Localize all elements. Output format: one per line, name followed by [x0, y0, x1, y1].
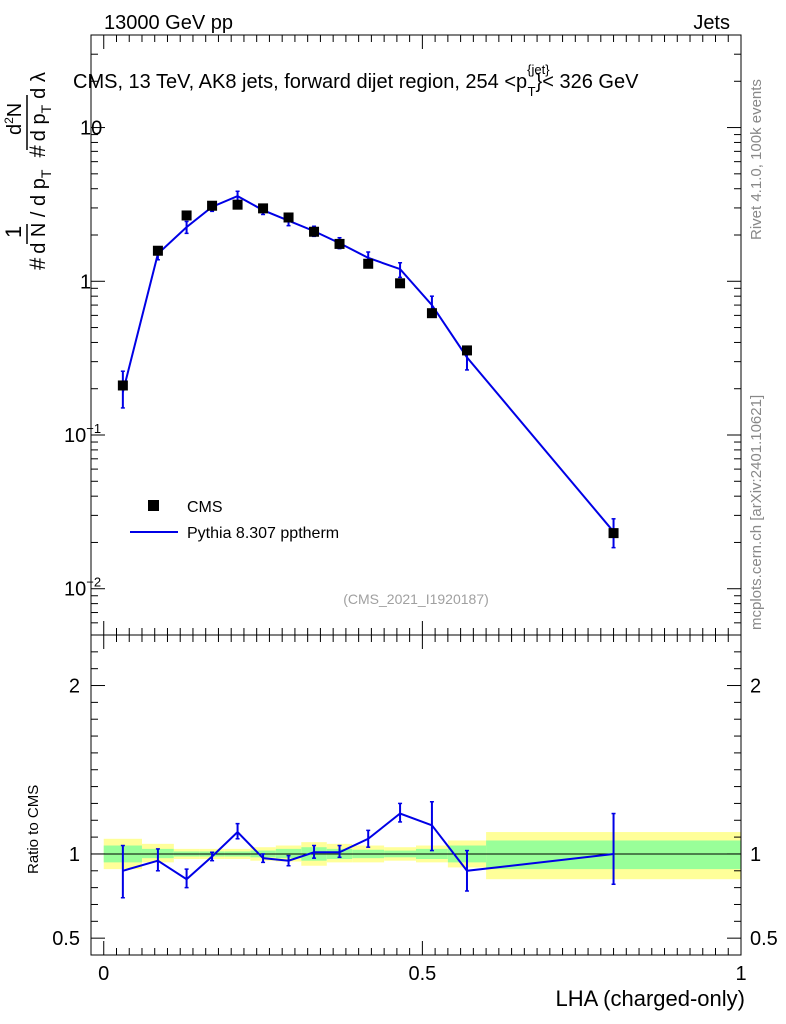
x-tick-label: 0	[98, 963, 109, 985]
main-frame	[90, 34, 742, 636]
legend-cms-label: CMS	[187, 499, 223, 516]
cms-data-point	[334, 238, 345, 249]
x-axis-label: LHA (charged-only)	[555, 986, 745, 1011]
title-sub: T	[528, 84, 536, 99]
ratio-y-tick-label-left: 1	[69, 844, 80, 866]
x-tick-label: 0.5	[408, 963, 436, 985]
cms-data-point	[152, 245, 163, 256]
main-y-tick-label: 1	[80, 271, 91, 293]
rivet-version-label: Rivet 4.1.0, 100k events	[748, 79, 765, 240]
cms-data-point	[117, 380, 128, 391]
x-tick-labels: 0 0.5 1	[98, 963, 746, 985]
main-y-tick-label: 10	[80, 118, 102, 140]
ratio-ylabel: Ratio to CMS	[25, 785, 42, 874]
cms-data-point	[426, 308, 437, 319]
process-label: Jets	[693, 12, 730, 34]
mcplots-label: mcplots.cern.ch [arXiv:2401.10621]	[748, 394, 765, 630]
cms-data-point	[363, 258, 374, 269]
cms-data-point	[232, 199, 243, 210]
cms-data-point	[309, 226, 320, 237]
legend-cms-marker	[148, 500, 159, 511]
svg-text:1: 1	[1, 226, 26, 238]
ratio-line	[122, 812, 614, 881]
ratio-y-tick-label-right: 0.5	[750, 928, 778, 950]
main-ticks: 10−2 10−1 1 10	[64, 34, 742, 636]
cms-data-point	[395, 278, 406, 289]
mc-line	[121, 195, 615, 533]
main-y-tick-label: 10−2	[64, 575, 101, 601]
main-data-layer	[117, 190, 619, 549]
cms-data-point	[207, 200, 218, 211]
cms-data-point	[461, 345, 472, 356]
ratio-ylabel-text: Ratio to CMS	[25, 785, 42, 874]
legend-mc-label: Pythia 8.307 pptherm	[187, 525, 339, 542]
ratio-y-tick-label-right: 1	[750, 844, 761, 866]
legend: CMS Pythia 8.307 pptherm	[130, 499, 339, 542]
cms-data-point	[258, 203, 269, 214]
ratio-bands	[91, 832, 741, 880]
title-main: CMS, 13 TeV, AK8 jets, forward dijet reg…	[73, 71, 527, 93]
svg-text:#d N / d pT #d pTd λ: #d N / d pT #d pTd λ	[25, 72, 56, 270]
title-sup: {jet}	[527, 62, 550, 77]
cms-data-point	[608, 528, 619, 539]
analysis-id: (CMS_2021_I1920187)	[343, 591, 489, 607]
svg-text:d2N: d2N	[2, 103, 26, 135]
energy-label: 13000 GeV pp	[104, 12, 233, 34]
ratio-data-layer	[120, 800, 616, 899]
ratio-frame	[90, 634, 742, 956]
cms-data-point	[181, 210, 192, 221]
main-ylabel: #d N / d pT #d pTd λ 1 d2N	[1, 72, 56, 270]
cms-data-point	[283, 212, 294, 223]
ratio-ticks: 0.5 0.5 1 1 2 2	[52, 634, 778, 956]
ratio-y-tick-label-left: 0.5	[52, 928, 80, 950]
x-tick-label: 1	[735, 963, 746, 985]
chart-title: CMS, 13 TeV, AK8 jets, forward dijet reg…	[73, 62, 639, 99]
title-end: }< 326 GeV	[536, 71, 640, 93]
main-y-tick-label: 10−1	[64, 421, 101, 447]
ratio-y-tick-label-left: 2	[69, 676, 80, 698]
ratio-y-tick-label-right: 2	[750, 676, 761, 698]
